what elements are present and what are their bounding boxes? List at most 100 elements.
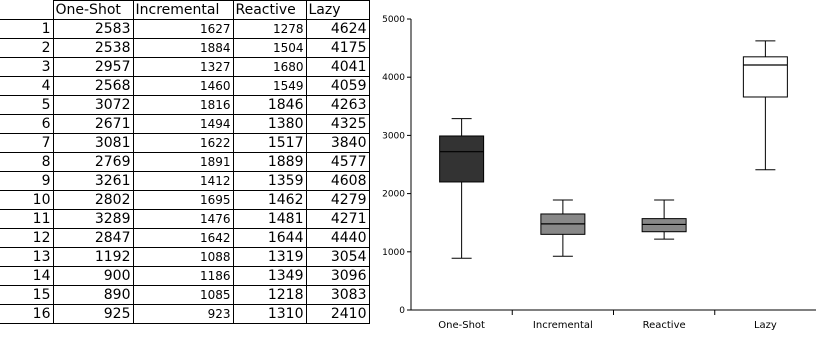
row-number: 10 — [0, 190, 54, 210]
cell-lazy[interactable]: 4059 — [305, 76, 370, 96]
cell-reactive[interactable]: 1517 — [232, 133, 307, 153]
box-plot-svg: 0 1000 2000 3000 4000 5000 One-Shot Incremental… — [382, 15, 816, 331]
cell-lazy[interactable]: 4624 — [305, 19, 370, 39]
column-header-lazy[interactable]: Lazy — [305, 0, 370, 20]
cell-reactive[interactable]: 1359 — [232, 171, 307, 191]
table-row: 7 3081 1622 1517 3840 — [0, 133, 370, 153]
cell-lazy[interactable]: 3083 — [305, 285, 370, 305]
row-number: 4 — [0, 76, 54, 96]
row-number: 3 — [0, 57, 54, 77]
cell-one-shot[interactable]: 2538 — [52, 38, 134, 58]
cell-incremental[interactable]: 1327 — [132, 57, 234, 77]
cell-reactive[interactable]: 1310 — [232, 304, 307, 324]
table-row: 14 900 1186 1349 3096 — [0, 266, 370, 286]
cell-reactive[interactable]: 1644 — [232, 228, 307, 248]
cell-lazy[interactable]: 4279 — [305, 190, 370, 210]
cell-one-shot[interactable]: 3289 — [52, 209, 134, 229]
cell-incremental[interactable]: 1085 — [132, 285, 234, 305]
cell-reactive[interactable]: 1680 — [232, 57, 307, 77]
cell-reactive[interactable]: 1481 — [232, 209, 307, 229]
table-body: 1 2583 1627 1278 4624 2 2538 1884 1504 4175 3 2957 1… — [0, 19, 370, 324]
cell-incremental[interactable]: 1627 — [132, 19, 234, 39]
column-header-reactive[interactable]: Reactive — [232, 0, 307, 20]
y-tick-label: 0 — [399, 306, 405, 316]
header-row: One-Shot Incremental Reactive Lazy — [0, 0, 370, 20]
cell-one-shot[interactable]: 2568 — [52, 76, 134, 96]
y-tick-label: 5000 — [382, 15, 405, 25]
row-number: 15 — [0, 285, 54, 305]
cell-incremental[interactable]: 1494 — [132, 114, 234, 134]
cell-one-shot[interactable]: 2802 — [52, 190, 134, 210]
cell-lazy[interactable]: 4263 — [305, 95, 370, 115]
row-number: 16 — [0, 304, 54, 324]
table-row: 8 2769 1891 1889 4577 — [0, 152, 370, 172]
cell-incremental[interactable]: 1642 — [132, 228, 234, 248]
cell-lazy[interactable]: 4271 — [305, 209, 370, 229]
cell-lazy[interactable]: 3054 — [305, 247, 370, 267]
table-row: 15 890 1085 1218 3083 — [0, 285, 370, 305]
cell-one-shot[interactable]: 2847 — [52, 228, 134, 248]
cell-incremental[interactable]: 923 — [132, 304, 234, 324]
cell-reactive[interactable]: 1349 — [232, 266, 307, 286]
cell-one-shot[interactable]: 2957 — [52, 57, 134, 77]
cell-one-shot[interactable]: 2671 — [52, 114, 134, 134]
cell-reactive[interactable]: 1462 — [232, 190, 307, 210]
cell-one-shot[interactable]: 1192 — [52, 247, 134, 267]
cell-reactive[interactable]: 1549 — [232, 76, 307, 96]
x-tick-label: One-Shot — [438, 320, 485, 331]
cell-reactive[interactable]: 1380 — [232, 114, 307, 134]
row-number: 6 — [0, 114, 54, 134]
table-row: 12 2847 1642 1644 4440 — [0, 228, 370, 248]
cell-one-shot[interactable]: 3261 — [52, 171, 134, 191]
cell-incremental[interactable]: 1891 — [132, 152, 234, 172]
cell-reactive[interactable]: 1846 — [232, 95, 307, 115]
table-row: 1 2583 1627 1278 4624 — [0, 19, 370, 39]
cell-lazy[interactable]: 4440 — [305, 228, 370, 248]
cell-incremental[interactable]: 1186 — [132, 266, 234, 286]
table-row: 5 3072 1816 1846 4263 — [0, 95, 370, 115]
table-row: 13 1192 1088 1319 3054 — [0, 247, 370, 267]
box-one-shot — [439, 135, 485, 183]
cell-incremental[interactable]: 1622 — [132, 133, 234, 153]
y-tick-label: 3000 — [382, 131, 405, 141]
cell-incremental[interactable]: 1088 — [132, 247, 234, 267]
cell-incremental[interactable]: 1816 — [132, 95, 234, 115]
cell-lazy[interactable]: 4325 — [305, 114, 370, 134]
column-header-one-shot[interactable]: One-Shot — [52, 0, 134, 20]
cell-one-shot[interactable]: 925 — [52, 304, 134, 324]
cell-lazy[interactable]: 4041 — [305, 57, 370, 77]
x-tick-label: Lazy — [754, 320, 777, 331]
cell-lazy[interactable]: 3840 — [305, 133, 370, 153]
table-row: 16 925 923 1310 2410 — [0, 304, 370, 324]
cell-lazy[interactable]: 2410 — [305, 304, 370, 324]
cell-lazy[interactable]: 4175 — [305, 38, 370, 58]
cell-incremental[interactable]: 1695 — [132, 190, 234, 210]
cell-one-shot[interactable]: 3072 — [52, 95, 134, 115]
cell-one-shot[interactable]: 890 — [52, 285, 134, 305]
cell-reactive[interactable]: 1218 — [232, 285, 307, 305]
table-row: 9 3261 1412 1359 4608 — [0, 171, 370, 191]
cell-reactive[interactable]: 1889 — [232, 152, 307, 172]
data-spreadsheet: One-Shot Incremental Reactive Lazy 1 2583… — [0, 0, 371, 333]
cell-incremental[interactable]: 1460 — [132, 76, 234, 96]
cell-incremental[interactable]: 1412 — [132, 171, 234, 191]
cell-lazy[interactable]: 4608 — [305, 171, 370, 191]
cell-reactive[interactable]: 1319 — [232, 247, 307, 267]
table-row: 10 2802 1695 1462 4279 — [0, 190, 370, 210]
cell-incremental[interactable]: 1884 — [132, 38, 234, 58]
cell-reactive[interactable]: 1278 — [232, 19, 307, 39]
cell-lazy[interactable]: 4577 — [305, 152, 370, 172]
cell-one-shot[interactable]: 2769 — [52, 152, 134, 172]
box-reactive — [641, 218, 687, 233]
column-header-incremental[interactable]: Incremental — [132, 0, 234, 20]
cell-reactive[interactable]: 1504 — [232, 38, 307, 58]
cell-one-shot[interactable]: 3081 — [52, 133, 134, 153]
table-row: 4 2568 1460 1549 4059 — [0, 76, 370, 96]
cell-one-shot[interactable]: 2583 — [52, 19, 134, 39]
box-lazy — [742, 56, 788, 98]
cell-incremental[interactable]: 1476 — [132, 209, 234, 229]
cell-lazy[interactable]: 3096 — [305, 266, 370, 286]
cell-one-shot[interactable]: 900 — [52, 266, 134, 286]
box-plot-chart: 0 1000 2000 3000 4000 5000 One-Shot Incremental… — [373, 0, 821, 333]
table-row: 6 2671 1494 1380 4325 — [0, 114, 370, 134]
